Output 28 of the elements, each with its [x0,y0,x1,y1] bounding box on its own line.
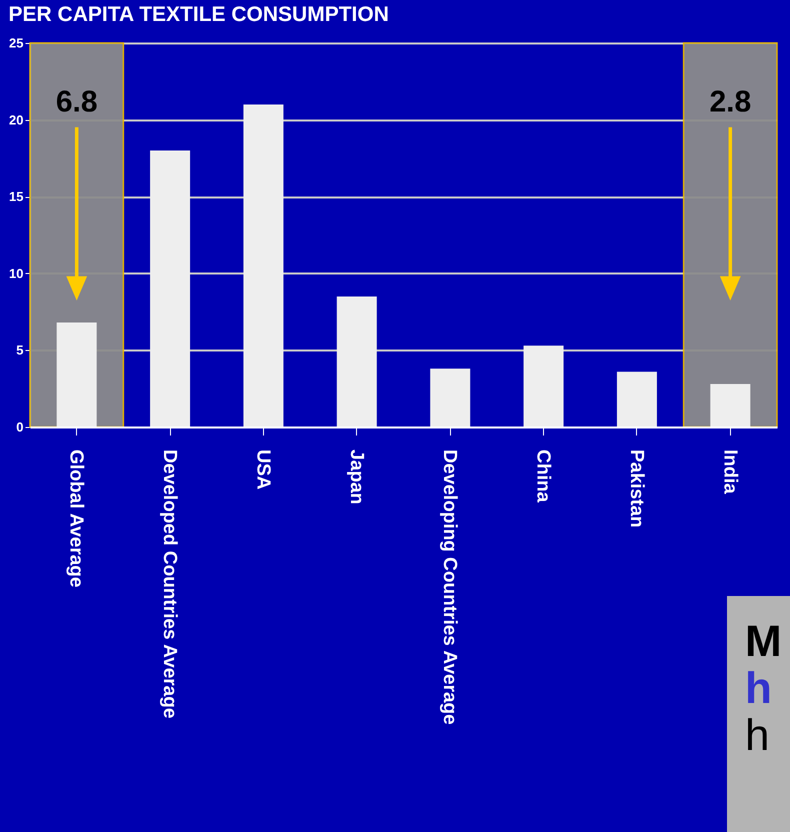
x-tick-label: India [719,450,740,494]
text: M [745,617,782,666]
x-tick-label: Global Average [66,450,87,588]
bar [524,346,564,427]
y-tick-label: 0 [16,420,24,434]
band-label: 2.8 [709,86,752,119]
bar [56,322,97,427]
text: h [745,664,772,713]
bar [616,372,657,427]
bar [150,150,190,427]
x-tick-label: USA [252,450,274,490]
x-tick-label: Developing Countries Average [439,450,460,725]
y-tick-label: 5 [16,342,24,358]
x-tick-label: Japan [346,450,367,504]
bar [430,368,470,427]
bar [243,104,284,427]
bar [336,296,377,427]
text: h [745,711,770,760]
y-tick-label: 15 [9,189,24,204]
chart-title: PER CAPITA TEXTILE CONSUMPTION [8,3,389,26]
band-label: 6.8 [56,86,98,119]
x-tick-label: China [532,450,554,503]
y-tick-label: 10 [9,266,24,281]
bar [710,384,750,427]
x-tick-label: Developed Countries Average [159,450,180,718]
x-tick-label: Pakistan [626,450,647,528]
y-tick-label: 25 [9,36,24,50]
y-tick-label: 20 [9,112,24,128]
